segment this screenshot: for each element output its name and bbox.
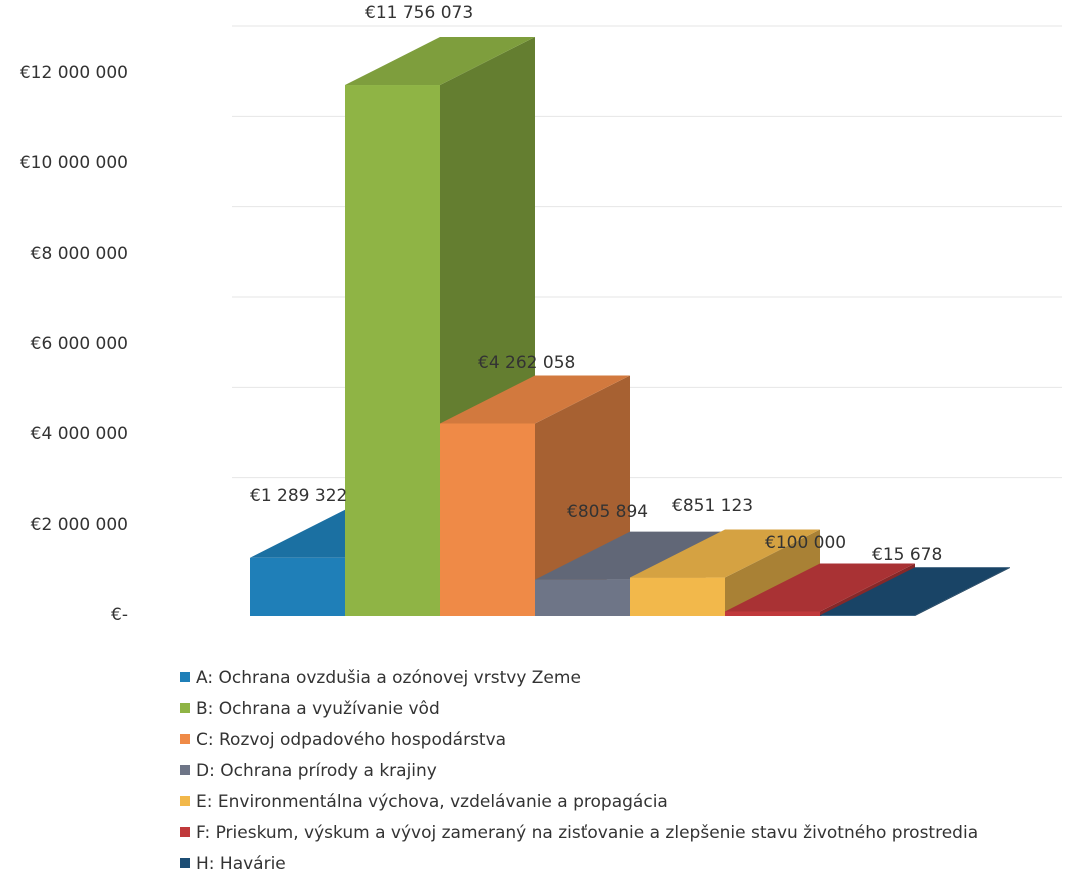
legend-swatch — [180, 765, 190, 775]
bar-top — [725, 563, 915, 612]
legend-item: E: Environmentálna výchova, vzdelávanie … — [180, 788, 978, 819]
bar-front — [725, 611, 820, 616]
y-tick-label: €6 000 000 — [30, 334, 128, 354]
legend-item: D: Ochrana prírody a krajiny — [180, 757, 978, 788]
bar-side — [820, 563, 915, 616]
bar-front — [535, 579, 630, 616]
data-label: €805 894 — [567, 501, 649, 522]
bar-front — [820, 615, 915, 616]
y-tick-label: €2 000 000 — [30, 514, 128, 535]
legend-label: A: Ochrana ovzdušia a ozónovej vrstvy Ze… — [196, 668, 581, 688]
legend: A: Ochrana ovzdušia a ozónovej vrstvy Ze… — [180, 664, 978, 881]
bar-top — [630, 529, 820, 578]
legend-label: F: Prieskum, výskum a vývoj zameraný na … — [196, 823, 979, 843]
legend-swatch — [180, 858, 190, 868]
bar-top — [345, 37, 535, 86]
y-tick-label: €8 000 000 — [30, 243, 128, 264]
y-tick-label: €4 000 000 — [30, 424, 128, 445]
y-tick-label: €- — [111, 605, 128, 625]
data-label: €11 756 073 — [365, 3, 474, 24]
legend-swatch — [180, 827, 190, 837]
legend-swatch — [180, 672, 190, 682]
legend-item: B: Ochrana a využívanie vôd — [180, 695, 978, 726]
bar-front — [250, 557, 345, 616]
bar-top — [535, 531, 725, 580]
legend-label: C: Rozvoj odpadového hospodárstva — [196, 730, 507, 750]
data-label: €1 289 322 — [250, 485, 348, 506]
legend-label: E: Environmentálna výchova, vzdelávanie … — [196, 792, 668, 812]
bar-top — [820, 567, 1010, 616]
data-label: €15 678 — [872, 545, 943, 566]
bar-e — [630, 529, 820, 616]
bar-f — [725, 563, 915, 616]
data-label: €100 000 — [765, 533, 847, 554]
bar-front — [440, 423, 535, 616]
bars — [250, 37, 1010, 616]
legend-item: H: Havárie — [180, 850, 978, 881]
y-tick-label: €12 000 000 — [19, 63, 128, 83]
legend-label: D: Ochrana prírody a krajiny — [196, 761, 437, 781]
legend-item: C: Rozvoj odpadového hospodárstva — [180, 726, 978, 757]
legend-swatch — [180, 703, 190, 713]
bar-side — [915, 567, 1010, 616]
legend-item: F: Prieskum, výskum a vývoj zameraný na … — [180, 819, 978, 850]
data-label: €851 123 — [672, 495, 754, 516]
bar-front — [630, 577, 725, 616]
legend-label: H: Havárie — [196, 854, 286, 874]
legend-item: A: Ochrana ovzdušia a ozónovej vrstvy Ze… — [180, 664, 978, 695]
y-tick-label: €10 000 000 — [19, 153, 128, 174]
legend-swatch — [180, 796, 190, 806]
bar-front — [345, 85, 440, 616]
bar-top — [440, 375, 630, 424]
bar-side — [725, 529, 820, 616]
legend-swatch — [180, 734, 190, 744]
data-label: €4 262 058 — [478, 353, 576, 374]
legend-label: B: Ochrana a využívanie vôd — [196, 699, 440, 719]
bar-h — [820, 567, 1010, 616]
